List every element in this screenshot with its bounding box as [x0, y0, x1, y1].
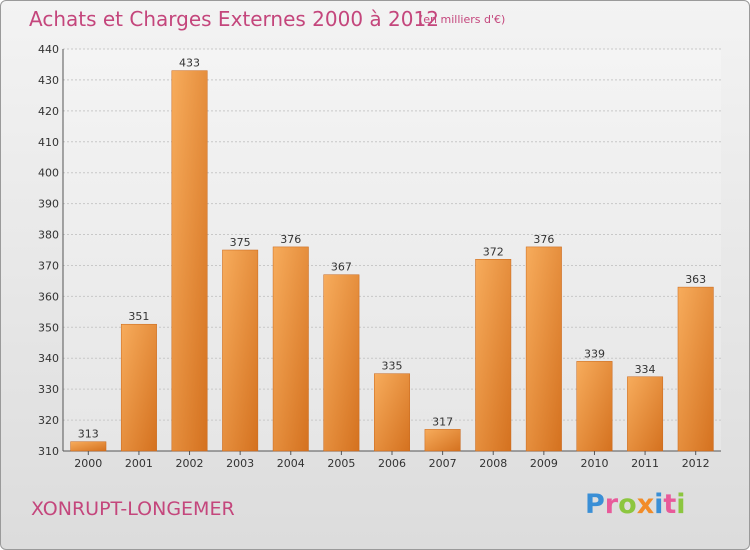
- bar-value-label: 351: [128, 310, 149, 323]
- bar-value-label: 313: [78, 428, 99, 441]
- logo-letter: o: [618, 489, 637, 520]
- bar: [525, 246, 562, 452]
- y-tick-label: 410: [38, 136, 59, 149]
- bar-value-label: 367: [331, 261, 352, 274]
- x-tick-label: 2005: [327, 457, 355, 470]
- y-tick-label: 330: [38, 383, 59, 396]
- y-tick-label: 390: [38, 198, 59, 211]
- bar-value-label: 363: [685, 273, 706, 286]
- y-tick-label: 400: [38, 167, 59, 180]
- bar: [222, 249, 259, 452]
- x-tick-label: 2006: [378, 457, 406, 470]
- x-tick-label: 2011: [631, 457, 659, 470]
- logo-letter: P: [585, 489, 605, 520]
- bar: [272, 246, 309, 452]
- bar: [171, 70, 208, 452]
- logo-letter: r: [604, 489, 619, 520]
- bar-value-label: 317: [432, 415, 453, 428]
- y-tick-label: 420: [38, 105, 59, 118]
- x-tick-label: 2003: [226, 457, 254, 470]
- x-tick-label: 2012: [682, 457, 710, 470]
- commune-name: XONRUPT-LONGEMER: [31, 498, 235, 520]
- bar-value-label: 375: [230, 236, 251, 249]
- x-tick-label: 2002: [176, 457, 204, 470]
- bar-value-label: 433: [179, 57, 200, 70]
- x-tick-label: 2008: [479, 457, 507, 470]
- chart-title: Achats et Charges Externes 2000 à 2012: [29, 7, 439, 31]
- y-tick-label: 320: [38, 414, 59, 427]
- x-tick-label: 2001: [125, 457, 153, 470]
- logo-letter: t: [663, 489, 677, 520]
- y-tick-label: 370: [38, 259, 59, 272]
- x-tick-label: 2004: [277, 457, 305, 470]
- bar-value-label: 334: [635, 363, 656, 376]
- x-tick-label: 2007: [429, 457, 457, 470]
- y-tick-label: 310: [38, 445, 59, 458]
- logo-letter: i: [654, 489, 664, 520]
- logo-letter: x: [636, 489, 655, 520]
- bar-value-label: 372: [483, 245, 504, 258]
- bar: [70, 441, 107, 452]
- y-tick-label: 430: [38, 74, 59, 87]
- x-tick-label: 2009: [530, 457, 558, 470]
- bar: [677, 286, 714, 452]
- y-tick-label: 380: [38, 229, 59, 242]
- bar: [424, 429, 461, 452]
- bar: [323, 274, 360, 452]
- y-tick-label: 350: [38, 321, 59, 334]
- bar: [120, 323, 157, 452]
- bar-value-label: 339: [584, 347, 605, 360]
- y-tick-label: 340: [38, 352, 59, 365]
- bar: [374, 373, 410, 452]
- bar: [627, 376, 664, 452]
- y-tick-label: 440: [38, 43, 59, 56]
- proxiti-logo: Proxiti: [585, 489, 686, 520]
- x-tick-label: 2010: [580, 457, 608, 470]
- bar-value-label: 335: [382, 360, 403, 373]
- y-tick-label: 360: [38, 290, 59, 303]
- bar-value-label: 376: [280, 233, 301, 246]
- chart-subtitle: (en milliers d'€): [419, 13, 506, 26]
- bar: [475, 259, 512, 452]
- logo-letter: i: [676, 489, 686, 520]
- x-tick-label: 2000: [74, 457, 102, 470]
- bar-value-label: 376: [533, 233, 554, 246]
- bar: [576, 361, 613, 452]
